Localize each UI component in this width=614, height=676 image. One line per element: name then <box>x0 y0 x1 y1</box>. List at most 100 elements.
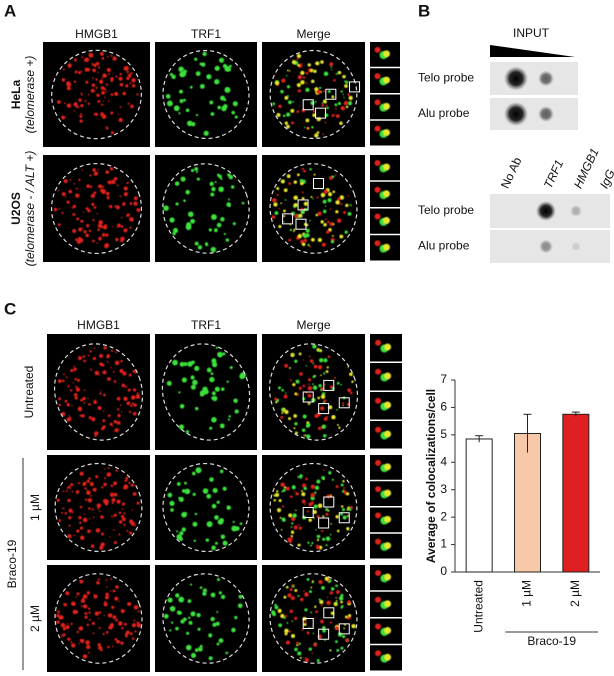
blot-spot <box>538 106 554 122</box>
nucleus-outline <box>161 343 251 441</box>
signal-dot <box>296 53 302 59</box>
signal-dot <box>276 112 281 117</box>
signal-dot <box>274 603 277 607</box>
signal-dot <box>309 590 312 594</box>
signal-dot <box>317 364 323 370</box>
signal-dot <box>102 225 108 230</box>
signal-dot <box>330 66 333 68</box>
signal-dot <box>374 73 381 80</box>
signal-dot <box>186 631 190 635</box>
signal-dot <box>321 242 326 247</box>
signal-dot <box>100 112 105 117</box>
signal-dot <box>325 544 328 547</box>
signal-dot <box>178 424 185 430</box>
signal-dot <box>320 388 323 392</box>
signal-dot <box>302 233 308 239</box>
signal-dot <box>286 124 290 129</box>
signal-dot <box>241 201 245 205</box>
signal-dot <box>116 184 119 187</box>
signal-dot <box>280 179 285 184</box>
signal-dot <box>99 392 102 395</box>
signal-dot <box>326 230 330 234</box>
signal-dot <box>321 604 323 607</box>
signal-dot <box>70 641 73 644</box>
signal-dot <box>336 424 339 427</box>
lane-label: IgG <box>597 167 614 190</box>
signal-dot <box>283 394 288 399</box>
signal-dot <box>115 585 119 589</box>
signal-dot <box>284 363 289 368</box>
signal-dot <box>234 409 239 414</box>
signal-dot <box>123 191 129 197</box>
signal-dot <box>194 512 198 516</box>
signal-dot <box>342 74 346 79</box>
signal-dot <box>323 99 326 103</box>
signal-dot <box>123 622 127 626</box>
signal-dot <box>324 383 326 386</box>
signal-dot <box>296 643 299 647</box>
signal-dot <box>292 513 297 518</box>
signal-dot <box>316 196 319 199</box>
signal-dot <box>291 522 294 525</box>
signal-dot <box>223 104 228 109</box>
signal-dot <box>281 78 286 83</box>
signal-dot <box>71 490 74 493</box>
signal-dot <box>104 96 106 99</box>
signal-dot <box>65 376 68 379</box>
signal-dot <box>301 428 306 433</box>
signal-dot <box>104 468 106 470</box>
signal-dot <box>319 86 322 89</box>
signal-dot <box>101 189 106 194</box>
signal-dot <box>329 62 334 67</box>
zoom-box <box>302 99 314 111</box>
signal-dot <box>343 487 346 490</box>
micrograph <box>155 42 257 147</box>
signal-dot <box>76 239 82 244</box>
signal-dot <box>342 480 345 483</box>
signal-dot <box>298 213 303 218</box>
signal-dot <box>113 492 118 497</box>
signal-dot <box>100 542 105 547</box>
signal-dot <box>282 214 286 218</box>
x-tick-label: 2 µM <box>568 580 582 607</box>
signal-dot <box>287 537 292 542</box>
signal-dot <box>178 611 182 615</box>
signal-dot <box>112 56 117 61</box>
signal-dot <box>169 72 174 77</box>
signal-dot <box>208 633 213 638</box>
signal-dot <box>121 626 124 630</box>
signal-dot <box>80 92 83 95</box>
signal-dot <box>89 350 92 353</box>
row-label: 1 µM <box>28 494 42 521</box>
signal-dot <box>340 600 343 604</box>
signal-dot <box>59 615 63 619</box>
signal-dot <box>106 171 109 174</box>
signal-dot <box>316 534 321 539</box>
signal-dot <box>294 616 298 620</box>
signal-dot <box>179 531 184 536</box>
signal-dot <box>100 390 102 392</box>
signal-dot <box>346 527 350 531</box>
signal-dot <box>190 375 195 380</box>
signal-dot <box>340 383 342 386</box>
signal-dot <box>374 99 381 106</box>
signal-dot <box>80 638 85 644</box>
signal-dot <box>56 498 60 502</box>
nucleus-outline <box>162 163 250 254</box>
signal-dot <box>297 524 300 527</box>
signal-dot <box>127 102 130 105</box>
signal-dot <box>325 512 329 516</box>
signal-dot <box>98 582 101 585</box>
signal-dot <box>111 425 114 427</box>
signal-dot <box>82 517 88 523</box>
signal-dot <box>115 351 118 354</box>
signal-dot <box>312 362 315 365</box>
signal-dot <box>106 354 111 358</box>
signal-dot <box>307 386 313 391</box>
signal-dot <box>325 370 329 373</box>
signal-dot <box>348 614 352 618</box>
signal-dot <box>93 191 97 195</box>
signal-dot <box>110 590 112 592</box>
signal-dot <box>94 370 100 376</box>
